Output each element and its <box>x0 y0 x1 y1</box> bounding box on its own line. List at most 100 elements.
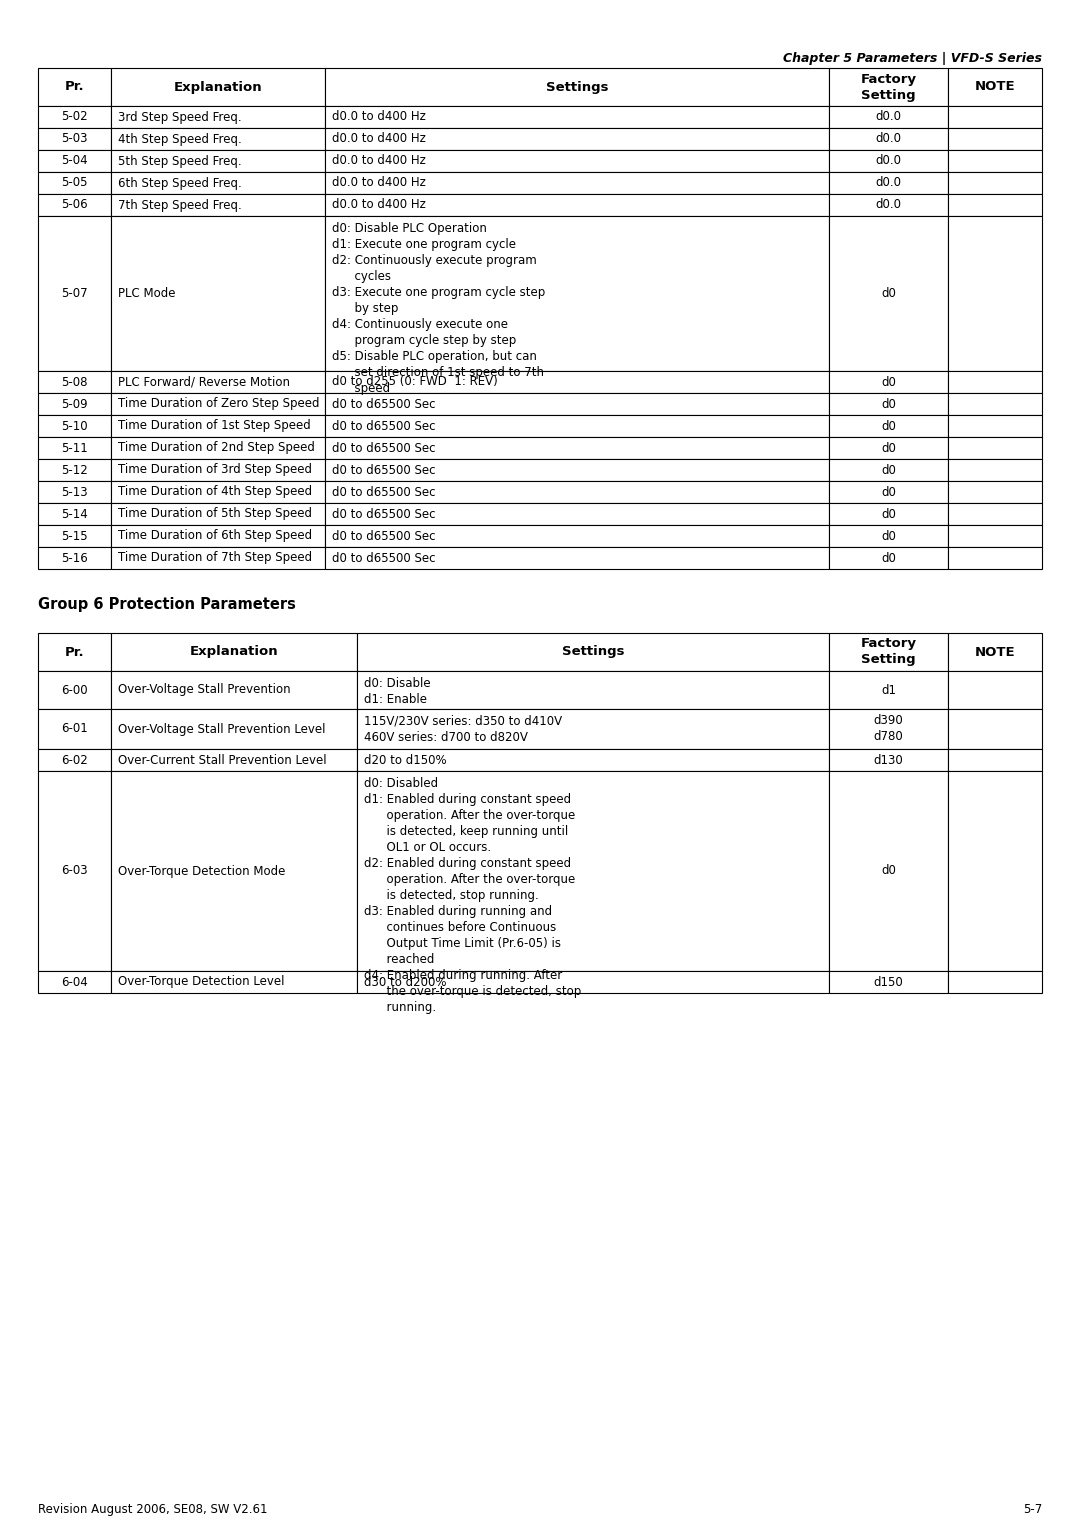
Text: d0: d0 <box>881 508 895 520</box>
Bar <box>357 634 829 670</box>
Bar <box>829 216 947 371</box>
Text: Explanation: Explanation <box>174 80 262 94</box>
Bar <box>947 548 1042 569</box>
Text: 6-01: 6-01 <box>62 723 89 735</box>
Bar <box>325 393 829 416</box>
Bar <box>111 106 325 127</box>
Bar <box>325 482 829 503</box>
Text: d0 to d65500 Sec: d0 to d65500 Sec <box>333 442 435 454</box>
Bar <box>111 503 325 525</box>
Bar <box>947 393 1042 416</box>
Text: Factory
Setting: Factory Setting <box>861 638 917 666</box>
Text: Settings: Settings <box>562 646 624 658</box>
Bar <box>38 670 111 709</box>
Bar <box>38 482 111 503</box>
Bar <box>947 670 1042 709</box>
Bar <box>38 749 111 772</box>
Bar <box>947 482 1042 503</box>
Bar <box>947 193 1042 216</box>
Bar <box>111 127 325 150</box>
Text: 115V/230V series: d350 to d410V
460V series: d700 to d820V: 115V/230V series: d350 to d410V 460V ser… <box>364 715 563 744</box>
Text: 3rd Step Speed Freq.: 3rd Step Speed Freq. <box>119 110 242 124</box>
Text: Time Duration of 6th Step Speed: Time Duration of 6th Step Speed <box>119 529 312 543</box>
Bar <box>38 459 111 482</box>
Bar <box>111 416 325 437</box>
Bar <box>947 67 1042 106</box>
Bar <box>111 670 357 709</box>
Bar <box>947 459 1042 482</box>
Bar <box>325 127 829 150</box>
Text: 5-7: 5-7 <box>1023 1503 1042 1516</box>
Text: 6-04: 6-04 <box>62 976 89 988</box>
Text: 5-14: 5-14 <box>62 508 89 520</box>
Text: 5-15: 5-15 <box>62 529 87 543</box>
Text: d0: Disable
d1: Enable: d0: Disable d1: Enable <box>364 676 431 706</box>
Text: d0.0: d0.0 <box>876 155 902 167</box>
Bar <box>38 172 111 193</box>
Bar <box>829 150 947 172</box>
Bar <box>38 106 111 127</box>
Text: 6-00: 6-00 <box>62 684 87 696</box>
Text: 6-02: 6-02 <box>62 753 89 767</box>
Text: Over-Torque Detection Mode: Over-Torque Detection Mode <box>119 865 286 877</box>
Bar <box>38 503 111 525</box>
Text: d0 to d255 (0: FWD  1: REV): d0 to d255 (0: FWD 1: REV) <box>333 376 498 388</box>
Text: d0.0: d0.0 <box>876 176 902 190</box>
Bar <box>829 172 947 193</box>
Text: d0 to d65500 Sec: d0 to d65500 Sec <box>333 529 435 543</box>
Bar <box>947 709 1042 749</box>
Text: d0 to d65500 Sec: d0 to d65500 Sec <box>333 552 435 565</box>
Bar <box>38 150 111 172</box>
Text: d0.0 to d400 Hz: d0.0 to d400 Hz <box>333 110 426 124</box>
Bar <box>829 548 947 569</box>
Bar <box>325 525 829 548</box>
Text: Revision August 2006, SE08, SW V2.61: Revision August 2006, SE08, SW V2.61 <box>38 1503 268 1516</box>
Bar <box>829 772 947 971</box>
Text: Group 6 Protection Parameters: Group 6 Protection Parameters <box>38 597 296 612</box>
Bar <box>829 67 947 106</box>
Text: d0: d0 <box>881 442 895 454</box>
Bar <box>38 193 111 216</box>
Bar <box>357 749 829 772</box>
Text: d1: d1 <box>881 684 896 696</box>
Text: d0.0 to d400 Hz: d0.0 to d400 Hz <box>333 132 426 146</box>
Text: d0: d0 <box>881 463 895 477</box>
Bar <box>38 371 111 393</box>
Text: 5th Step Speed Freq.: 5th Step Speed Freq. <box>119 155 242 167</box>
Text: d0 to d65500 Sec: d0 to d65500 Sec <box>333 419 435 433</box>
Text: Factory
Setting: Factory Setting <box>861 72 917 101</box>
Bar <box>38 709 111 749</box>
Text: d150: d150 <box>874 976 903 988</box>
Bar <box>38 216 111 371</box>
Text: d390
d780: d390 d780 <box>874 715 903 744</box>
Bar <box>111 150 325 172</box>
Bar <box>829 709 947 749</box>
Bar <box>38 437 111 459</box>
Bar <box>829 749 947 772</box>
Bar <box>947 416 1042 437</box>
Text: PLC Forward/ Reverse Motion: PLC Forward/ Reverse Motion <box>119 376 291 388</box>
Bar <box>38 772 111 971</box>
Text: d0.0: d0.0 <box>876 132 902 146</box>
Bar <box>829 106 947 127</box>
Bar <box>829 459 947 482</box>
Bar <box>829 525 947 548</box>
Text: Explanation: Explanation <box>190 646 279 658</box>
Bar <box>829 193 947 216</box>
Text: 5-03: 5-03 <box>62 132 87 146</box>
Text: d0: Disabled
d1: Enabled during constant speed
      operation. After the over-t: d0: Disabled d1: Enabled during constant… <box>364 778 581 1014</box>
Text: d0 to d65500 Sec: d0 to d65500 Sec <box>333 485 435 499</box>
Text: NOTE: NOTE <box>974 646 1015 658</box>
Bar <box>38 393 111 416</box>
Text: d0 to d65500 Sec: d0 to d65500 Sec <box>333 508 435 520</box>
Text: d0 to d65500 Sec: d0 to d65500 Sec <box>333 397 435 411</box>
Bar <box>111 971 357 992</box>
Bar <box>947 749 1042 772</box>
Bar <box>829 482 947 503</box>
Bar <box>111 525 325 548</box>
Text: Over-Voltage Stall Prevention Level: Over-Voltage Stall Prevention Level <box>119 723 326 735</box>
Text: d0.0: d0.0 <box>876 198 902 212</box>
Bar <box>38 127 111 150</box>
Text: d30 to d200%: d30 to d200% <box>364 976 447 988</box>
Text: Time Duration of 4th Step Speed: Time Duration of 4th Step Speed <box>119 485 312 499</box>
